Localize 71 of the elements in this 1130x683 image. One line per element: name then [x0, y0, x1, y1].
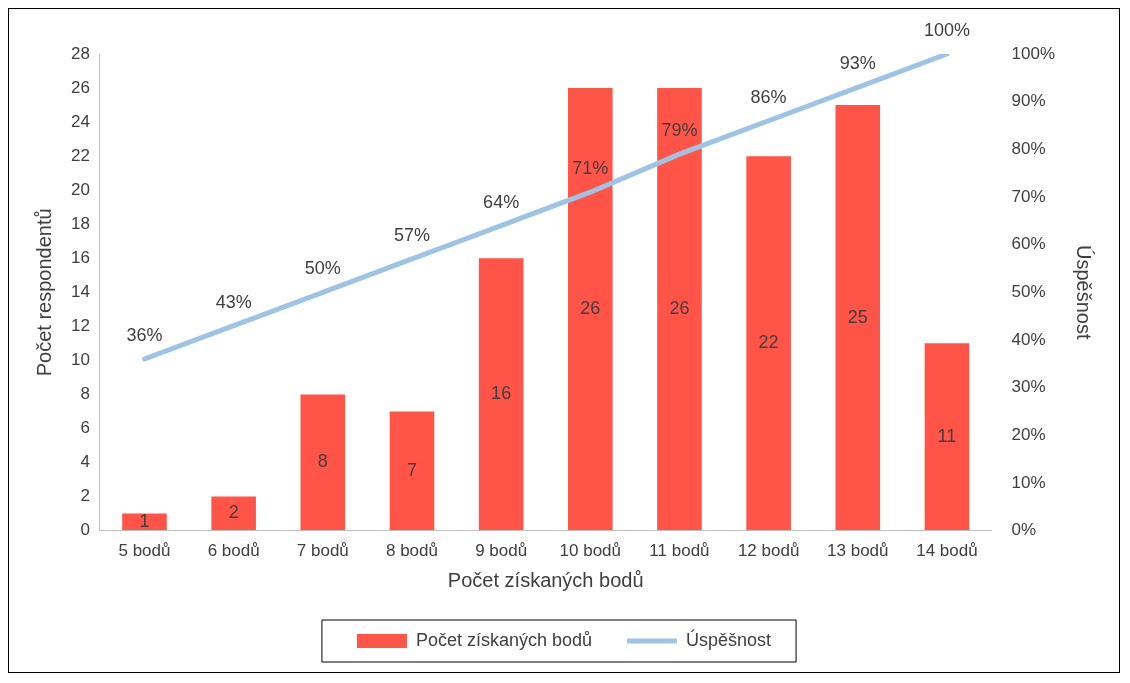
x-tick-label: 14 bodů	[916, 541, 978, 561]
legend-label: Počet získaných bodů	[415, 629, 593, 650]
bar	[122, 513, 167, 531]
y-tick-label: 16	[70, 247, 90, 267]
y2-tick-label: 80%	[1011, 139, 1046, 159]
y-tick-label: 10	[70, 350, 90, 370]
data-label: 7	[406, 459, 417, 480]
x-tick-label: 13 bodů	[827, 541, 889, 561]
y2-tick-label: 30%	[1011, 377, 1046, 397]
y2-tick-label: 10%	[1011, 472, 1046, 492]
bar	[478, 258, 524, 531]
y2-tick-label: 20%	[1011, 424, 1046, 444]
bar	[568, 88, 613, 531]
data-label: 93%	[839, 53, 876, 74]
y2-tick-label: 70%	[1011, 186, 1046, 206]
data-label: 16	[491, 383, 512, 404]
data-label: 43%	[215, 291, 252, 312]
y2-tick-label: 0%	[1011, 520, 1037, 540]
y-tick-label: 24	[70, 111, 90, 131]
data-label: 100%	[923, 19, 970, 40]
y2-tick-label: 100%	[1011, 43, 1055, 63]
data-label: 25	[847, 306, 868, 327]
bar	[835, 105, 881, 531]
data-label: 26	[580, 298, 601, 319]
bar	[746, 156, 791, 531]
y2-tick-label: 50%	[1011, 281, 1046, 301]
x-tick-label: 6 bodů	[207, 541, 260, 561]
data-label: 50%	[304, 258, 341, 279]
y-tick-label: 18	[70, 213, 90, 233]
x-tick-label: 5 bodů	[118, 541, 171, 561]
y2-axis-title: Úspěšnost	[1073, 245, 1096, 340]
x-tick-label: 8 bodů	[385, 541, 438, 561]
y-tick-label: 8	[80, 384, 90, 404]
data-label: 86%	[750, 86, 787, 107]
data-label: 71%	[572, 158, 609, 179]
data-label: 1	[139, 510, 150, 531]
data-label: 26	[669, 298, 690, 319]
y-tick-label: 14	[70, 281, 90, 301]
y-tick-label: 28	[70, 43, 90, 63]
y2-tick-label: 40%	[1011, 329, 1046, 349]
data-label: 11	[937, 425, 957, 446]
data-label: 2	[228, 502, 239, 523]
y-axis-title: Počet respondentů	[32, 208, 55, 377]
data-label: 79%	[661, 120, 698, 141]
y-tick-label: 20	[70, 179, 90, 199]
data-label: 57%	[393, 224, 430, 245]
y2-tick-label: 90%	[1011, 91, 1046, 111]
x-tick-label: 10 bodů	[559, 541, 622, 561]
y-tick-label: 12	[70, 316, 90, 336]
bar	[924, 343, 970, 531]
data-label: 36%	[126, 324, 163, 345]
legend-label: Úspěšnost	[686, 628, 772, 650]
y-tick-label: 22	[70, 145, 90, 165]
x-axis-title: Počet získaných bodů	[447, 568, 644, 591]
bar	[657, 88, 702, 531]
bar	[389, 411, 435, 531]
data-label: 22	[758, 332, 779, 353]
bar	[300, 394, 346, 531]
y-tick-label: 4	[80, 452, 90, 472]
y-tick-label: 2	[80, 486, 90, 506]
bar	[211, 496, 256, 531]
data-label: 8	[317, 451, 328, 472]
y2-tick-label: 60%	[1011, 234, 1046, 254]
y-tick-label: 26	[70, 77, 90, 97]
x-tick-label: 9 bodů	[475, 541, 528, 561]
x-tick-label: 7 bodů	[296, 541, 349, 561]
y-tick-label: 6	[80, 418, 90, 438]
x-tick-label: 12 bodů	[737, 541, 800, 561]
data-label: 64%	[483, 191, 520, 212]
x-tick-label: 11 bodů	[649, 541, 710, 561]
y-tick-label: 0	[80, 520, 90, 540]
